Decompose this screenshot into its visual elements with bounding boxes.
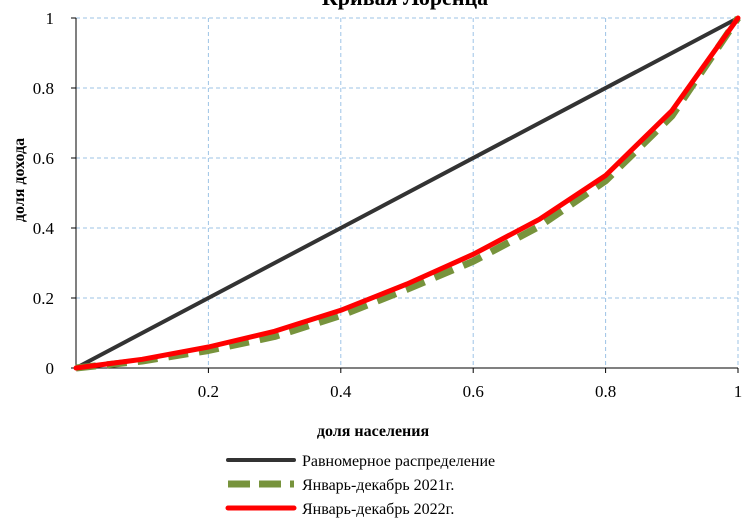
legend-label-2: Январь-декабрь 2022г. [302, 501, 454, 518]
x-axis-title: доля населения [317, 423, 430, 440]
x-tick-label-1: 0.4 [330, 382, 352, 401]
x-tick-label-2: 0.6 [463, 382, 484, 401]
y-tick-labels: 0 0.2 0.4 0.6 0.8 1 [33, 9, 55, 378]
series-line-0 [74, 16, 740, 370]
series-line-2 [73, 15, 741, 371]
x-tick-label-4: 1 [734, 382, 743, 401]
y-axis-title: доля дохода [11, 138, 28, 222]
x-tick-label-0: 0.2 [198, 382, 219, 401]
y-tick-label-0: 0 [46, 359, 55, 378]
y-tick-label-5: 1 [46, 9, 55, 28]
series-lines [73, 15, 741, 372]
legend-label-0: Равномерное распределение [302, 453, 495, 470]
legend: Равномерное распределение Январь-декабрь … [225, 453, 495, 518]
y-tick-label-1: 0.2 [33, 289, 54, 308]
legend-label-1: Январь-декабрь 2021г. [302, 477, 454, 494]
y-tick-label-4: 0.8 [33, 79, 54, 98]
y-tick-label-3: 0.6 [33, 149, 54, 168]
x-tick-labels: 0.2 0.4 0.6 0.8 1 [198, 382, 742, 401]
grid-lines [76, 17, 739, 368]
series-line-1 [75, 16, 741, 372]
chart-title: Кривая Лоренца [322, 0, 488, 10]
x-tick-label-3: 0.8 [595, 382, 616, 401]
y-tick-label-2: 0.4 [33, 219, 55, 238]
